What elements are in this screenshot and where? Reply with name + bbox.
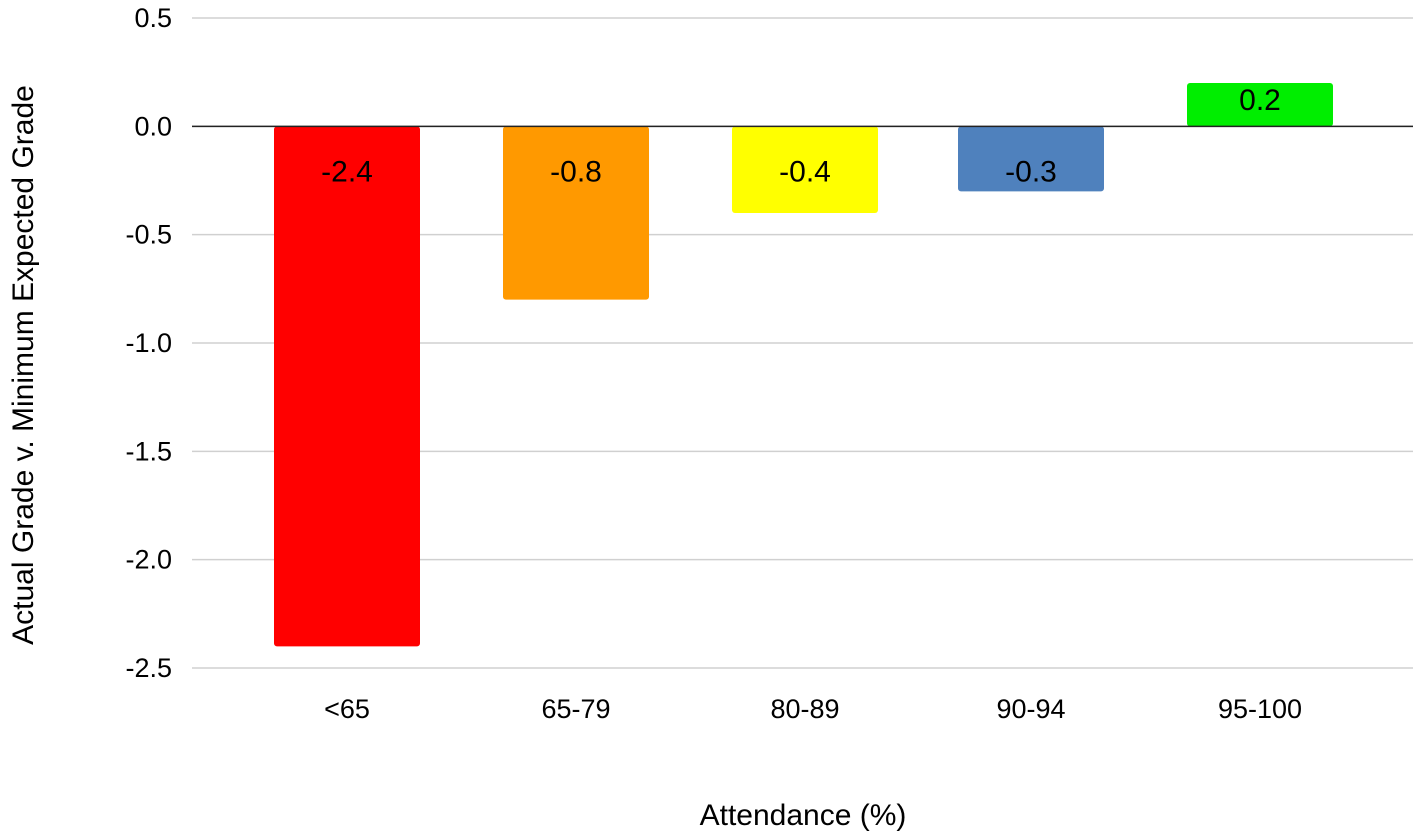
- bar-1: [274, 126, 420, 647]
- y-tick-label: -2.0: [125, 545, 172, 575]
- data-label: 0.2: [1239, 84, 1281, 117]
- bar-5: [1187, 83, 1333, 127]
- y-tick-label: 0.5: [134, 3, 172, 33]
- y-tick-label: -1.5: [125, 436, 172, 466]
- x-axis-title: Attendance (%): [700, 799, 907, 832]
- data-label: -0.8: [550, 155, 602, 188]
- x-tick-label: <65: [324, 694, 370, 724]
- y-tick-label: -0.5: [125, 220, 172, 250]
- data-labels: -2.4 -0.8 -0.4 -0.3 0.2: [321, 84, 1281, 188]
- data-label: -0.4: [779, 155, 831, 188]
- data-label: -2.4: [321, 155, 373, 188]
- data-label: -0.3: [1005, 155, 1057, 188]
- y-tick-label: 0.0: [134, 111, 172, 141]
- y-axis-title: Actual Grade v. Minimum Expected Grade: [7, 85, 40, 645]
- bars: [274, 83, 1333, 647]
- x-tick-label: 65-79: [541, 694, 610, 724]
- bar-2: [503, 126, 649, 300]
- x-tick-label: 95-100: [1218, 694, 1302, 724]
- y-axis-tick-labels: 0.5 0.0 -0.5 -1.0 -1.5 -2.0 -2.5: [125, 3, 172, 683]
- y-tick-label: -2.5: [125, 653, 172, 683]
- x-tick-label: 80-89: [770, 694, 839, 724]
- bar-3: [732, 126, 878, 213]
- x-tick-label: 90-94: [996, 694, 1065, 724]
- bar-4: [958, 126, 1104, 192]
- y-tick-label: -1.0: [125, 328, 172, 358]
- x-axis-category-labels: <65 65-79 80-89 90-94 95-100: [324, 694, 1302, 724]
